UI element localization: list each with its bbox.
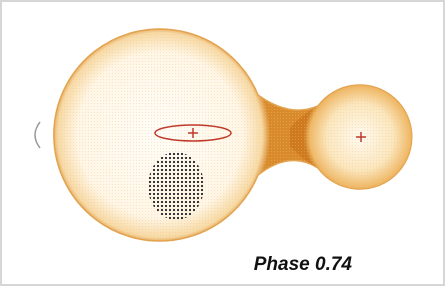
star-spot [148, 152, 204, 220]
figure: Phase 0.74 [0, 0, 445, 286]
phase-label: Phase 0.74 [254, 254, 353, 275]
page: Phase 0.74 (() => { const data = JSON.pa… [0, 0, 445, 286]
